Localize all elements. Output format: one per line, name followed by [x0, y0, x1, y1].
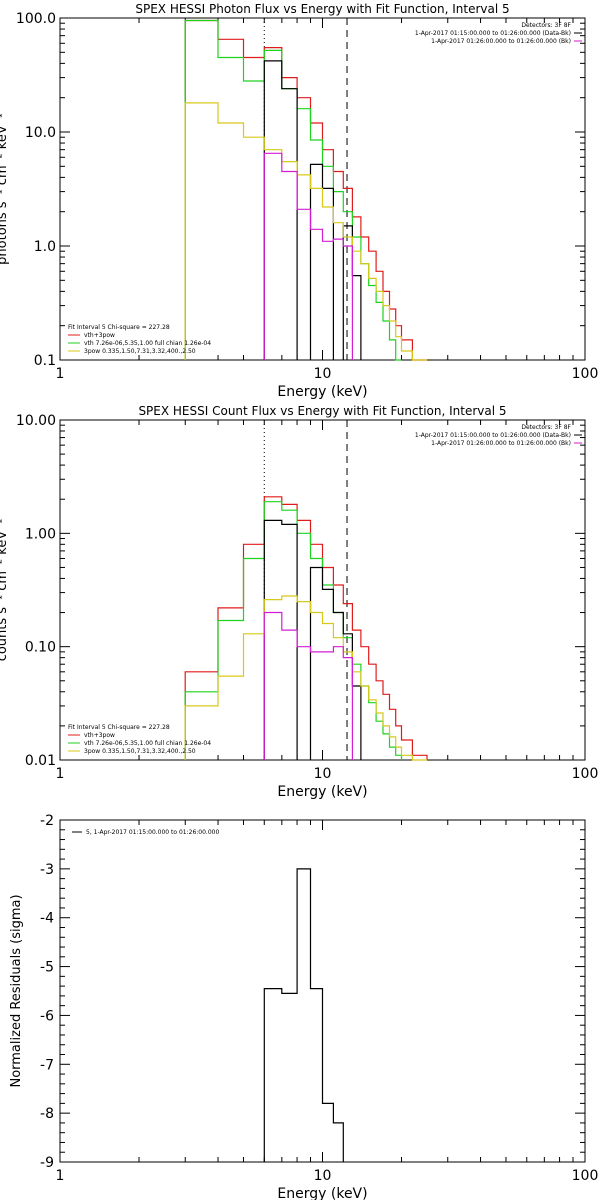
fit-legend-text: 3pow 0.335,1.50,7.31,3.32,400.,2.50	[84, 748, 196, 755]
series-line-green	[184, 19, 402, 361]
y-tick-label: 0.1	[34, 353, 56, 369]
fit-legend-text: vth+3pow	[84, 732, 115, 739]
y-tick-label: -4	[40, 911, 54, 927]
y-tick-label: -3	[40, 862, 54, 878]
y-tick-label: 1.00	[25, 526, 56, 542]
fit-legend-text: Fit Interval 5 Chi-square = 227.28	[68, 724, 170, 731]
legend-text: 5, 1-Apr-2017 01:15:00.000 to 01:26:00.0…	[86, 829, 219, 836]
x-tick-label: 10	[314, 766, 332, 782]
series-line-red	[184, 496, 428, 760]
series-line-green	[184, 501, 403, 760]
fit-legend-text: vth+3pow	[84, 332, 115, 339]
x-tick-label: 1	[56, 766, 65, 782]
info-line: Detectors: 3F 8F	[521, 22, 571, 29]
y-tick-label: -9	[40, 1155, 54, 1171]
x-tick-label: 100	[572, 366, 599, 382]
fit-legend-text: Fit Interval 5 Chi-square = 227.28	[68, 324, 170, 331]
y-tick-label: -6	[40, 1008, 54, 1024]
y-tick-label: 0.01	[25, 753, 56, 769]
series-line-black	[263, 519, 362, 760]
info-line: 1-Apr-2017 01:15:00.000 to 01:26:00.000 …	[415, 30, 571, 37]
y-tick-label: -2	[40, 813, 54, 829]
x-tick-label: 10	[314, 1168, 332, 1184]
y-tick-label: 1.0	[34, 239, 56, 255]
x-axis-label-3: Energy (keV)	[277, 1186, 367, 1200]
y-tick-label: -7	[40, 1057, 54, 1073]
y-tick-label: 10.00	[16, 413, 56, 429]
y-tick-label: 0.10	[25, 640, 56, 656]
x-tick-label: 100	[572, 1168, 599, 1184]
y-axis-label-2: counts s⁻¹ cm⁻² keV⁻¹	[0, 519, 10, 662]
series-line-black	[263, 60, 362, 360]
x-tick-label: 10	[314, 366, 332, 382]
series-line-magenta	[263, 611, 353, 760]
y-axis-label-3: Normalized Residuals (sigma)	[9, 894, 24, 1087]
x-tick-label: 100	[572, 766, 599, 782]
chart-title-1: SPEX HESSI Photon Flux vs Energy with Fi…	[135, 2, 509, 16]
info-line: 1-Apr-2017 01:26:00.000 to 01:26:00.000 …	[431, 38, 571, 45]
y-tick-label: 10.0	[25, 125, 56, 141]
series-line-red	[184, 19, 427, 361]
y-tick-label: -5	[40, 960, 54, 976]
series-line-yellow	[184, 102, 427, 361]
fit-legend-text: 3pow 0.335,1.50,7.31,3.32,400.,2.50	[84, 348, 196, 355]
x-tick-label: 1	[56, 1168, 65, 1184]
info-line: Detectors: 3F 8F	[521, 424, 571, 431]
y-tick-label: 100.0	[16, 11, 56, 27]
info-line: 1-Apr-2017 01:15:00.000 to 01:26:00.000 …	[415, 432, 571, 439]
y-tick-label: -8	[40, 1106, 54, 1122]
x-tick-label: 1	[56, 366, 65, 382]
series-line-black	[263, 868, 344, 1162]
series-line-magenta	[263, 152, 353, 360]
fit-legend-text: vth 7.26e-06,5.35,1.00 full chian 1.26e-…	[84, 740, 211, 747]
y-axis-label-1: photons s⁻¹ cm⁻² keV⁻¹	[0, 113, 10, 265]
x-axis-label-2: Energy (keV)	[277, 784, 367, 800]
chart-title-2: SPEX HESSI Count Flux vs Energy with Fit…	[138, 404, 506, 418]
fit-legend-text: vth 7.26e-06,5.35,1.00 full chian 1.26e-…	[84, 340, 211, 347]
x-axis-label-1: Energy (keV)	[277, 384, 367, 400]
info-line: 1-Apr-2017 01:26:00.000 to 01:26:00.000 …	[431, 440, 571, 447]
